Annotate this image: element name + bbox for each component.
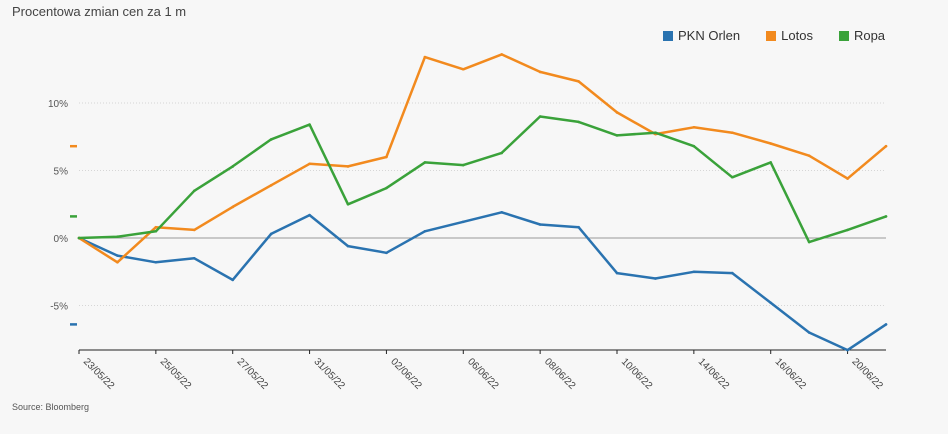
data-point [577,225,580,229]
data-point [769,161,773,164]
data-point [654,131,657,134]
data-point [807,331,811,334]
data-point [308,123,311,126]
data-point [538,70,542,74]
data-point [538,223,542,226]
data-point [692,270,696,274]
data-point [692,126,696,129]
x-tick-label: 16/06/22 [773,356,809,392]
data-point [116,254,119,257]
data-point [730,131,734,134]
data-point [500,151,504,155]
x-tick-label: 10/06/22 [619,356,655,392]
data-point [192,189,196,193]
data-point [615,111,619,114]
legend-label: Lotos [781,28,813,43]
data-point [769,301,773,305]
data-point [807,240,811,244]
x-tick-label: 27/05/22 [235,356,271,392]
data-point [577,120,580,124]
y-tick-label: -5% [50,302,68,313]
data-point [615,271,619,275]
series-line-lotos [77,53,888,264]
data-point [269,232,273,236]
y-tick-label: 10% [48,99,68,110]
data-point [615,134,619,137]
legend-swatch [766,30,777,41]
data-point [654,277,657,280]
data-point [884,323,888,326]
data-point [385,186,388,190]
data-point [769,142,773,145]
data-point [423,161,427,164]
data-point [692,144,696,148]
data-point [846,348,849,352]
data-point [730,175,734,179]
data-point [500,211,504,214]
data-point [346,244,350,248]
data-point [116,235,119,238]
legend-label: PKN Orlen [678,28,741,43]
data-point [116,261,119,264]
series-line-ropa [77,115,888,244]
data-point [846,228,849,232]
data-point [269,184,273,187]
x-tick-label: 20/06/22 [849,356,885,392]
data-point [730,271,734,275]
legend-label: Ropa [853,28,886,43]
data-point [231,278,235,282]
data-point [308,213,311,217]
data-point [231,165,235,168]
data-point [577,80,580,83]
data-point [423,55,427,59]
legend-item: Lotos [766,28,813,43]
data-point [846,177,849,180]
legend-item: Ropa [838,28,886,43]
legend-swatch [838,30,849,41]
x-tick-label: 06/06/22 [465,356,501,392]
data-point [192,256,196,260]
source-note: Source: Bloomberg [12,402,90,412]
data-point [385,155,388,159]
series-line-pkn-orlen [77,211,888,352]
data-point [423,229,427,233]
x-tick-label: 23/05/22 [81,356,117,392]
data-point [154,229,158,233]
data-point [538,115,542,118]
legend: PKN Orlen Lotos Ropa [663,28,885,43]
data-point [154,225,158,229]
data-point [461,163,465,167]
legend-item: PKN Orlen [663,28,740,43]
data-point [346,165,350,168]
data-point [884,215,888,218]
x-tick-label: 25/05/22 [158,356,194,392]
data-point [269,138,273,141]
x-tick-label: 02/06/22 [388,356,424,392]
data-point [77,236,81,240]
x-tick-label: 14/06/22 [696,356,732,392]
data-point [884,144,888,148]
y-tick-label: 0% [54,234,69,245]
legend-swatch [663,30,673,41]
x-tick-label: 08/06/22 [542,356,578,392]
data-point [385,251,388,255]
x-tick-label: 31/05/22 [311,356,347,392]
data-point [192,228,196,232]
data-point [461,220,465,224]
data-point [154,261,158,264]
data-point [346,202,350,206]
chart-title: Procentowa zmian cen za 1 m [12,4,187,19]
data-point [461,67,465,71]
y-tick-label: 5% [54,167,69,178]
data-point [807,154,811,157]
data-point [500,53,504,56]
data-point [308,162,311,166]
data-point [231,205,235,209]
